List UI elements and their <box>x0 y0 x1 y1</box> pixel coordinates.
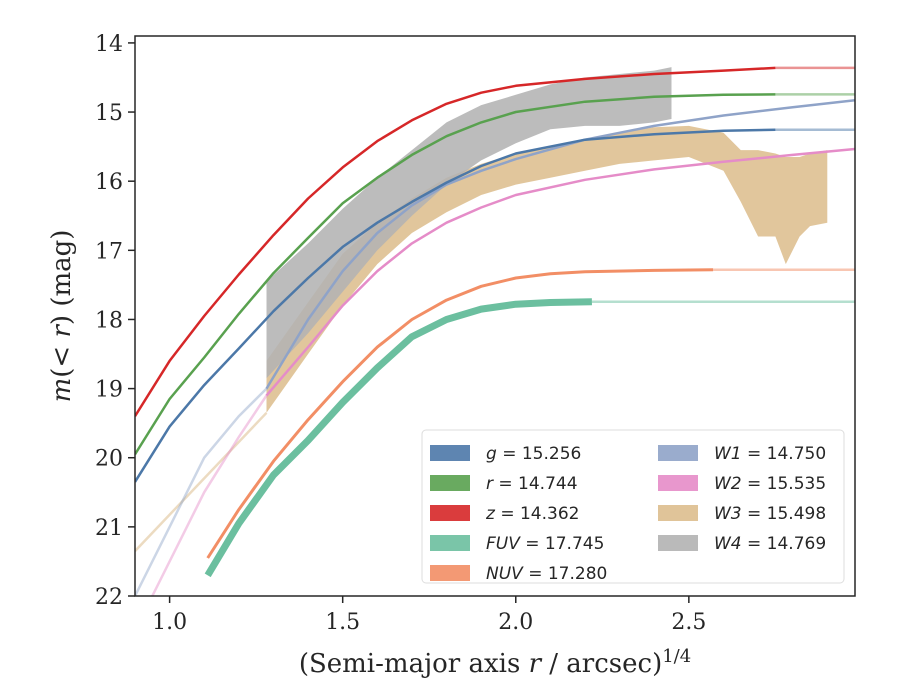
legend-swatch-g <box>430 445 470 461</box>
series-w2-faded-start <box>151 394 268 596</box>
legend-swatch-w4 <box>658 535 698 551</box>
series-w3-inner-trace <box>135 411 268 552</box>
y-tick-label: 22 <box>95 585 123 610</box>
x-tick-label: 1.0 <box>152 610 187 635</box>
series-g-line <box>135 128 776 483</box>
series-fuv-line <box>204 298 592 578</box>
y-tick-label: 16 <box>95 170 123 195</box>
legend-label-g: g = 15.256 <box>486 444 581 464</box>
legend-label-w4: W4 = 14.769 <box>714 534 826 554</box>
x-axis: 1.0 1.5 2.0 2.5 <box>152 596 706 635</box>
series-w1-line <box>265 99 855 390</box>
legend-label-fuv: FUV = 17.745 <box>486 534 604 554</box>
x-axis-label: (Semi-major axis r / arcsec)1/4 <box>299 646 691 679</box>
legend-swatch-w1 <box>658 445 698 461</box>
x-tick-label: 2.5 <box>671 610 706 635</box>
series-r-line <box>135 93 776 455</box>
y-tick-label: 15 <box>95 101 123 126</box>
legend-swatch-z <box>430 505 470 521</box>
legend-label-w3: W3 = 15.498 <box>714 504 826 524</box>
series-w4-band <box>266 67 672 379</box>
series-layer <box>135 66 855 596</box>
legend-swatch-fuv <box>430 535 470 551</box>
series-w1-faded-start <box>135 387 268 596</box>
series-nuv-line <box>206 268 714 559</box>
y-tick-label: 18 <box>95 308 123 333</box>
y-tick-label: 14 <box>95 32 123 57</box>
legend-label-nuv: NUV = 17.280 <box>486 564 607 584</box>
legend-label-w2: W2 = 15.535 <box>714 474 826 494</box>
legend-label-z: z = 14.362 <box>485 504 579 524</box>
series-w3-band <box>266 125 828 413</box>
y-axis: 14 15 16 17 18 19 20 21 22 <box>95 32 135 610</box>
legend-label-w1: W1 = 14.750 <box>714 444 826 464</box>
y-tick-label: 17 <box>95 239 123 264</box>
legend-swatch-r <box>430 475 470 491</box>
y-axis-label: m(< r) (mag) <box>47 230 77 403</box>
x-tick-label: 2.0 <box>498 610 533 635</box>
y-tick-label: 20 <box>95 447 123 472</box>
legend-label-r: r = 14.744 <box>486 474 578 494</box>
y-tick-label: 21 <box>95 516 123 541</box>
legend: g = 15.256 r = 14.744 z = 14.362 FUV = 17.7… <box>421 429 845 584</box>
series-z-line <box>135 66 776 417</box>
legend-swatch-w2 <box>658 475 698 491</box>
y-tick-label: 19 <box>95 378 123 403</box>
x-tick-label: 1.5 <box>325 610 360 635</box>
legend-swatch-nuv <box>430 565 470 581</box>
legend-swatch-w3 <box>658 505 698 521</box>
plot-frame <box>134 35 856 597</box>
series-w2-line <box>265 147 855 397</box>
